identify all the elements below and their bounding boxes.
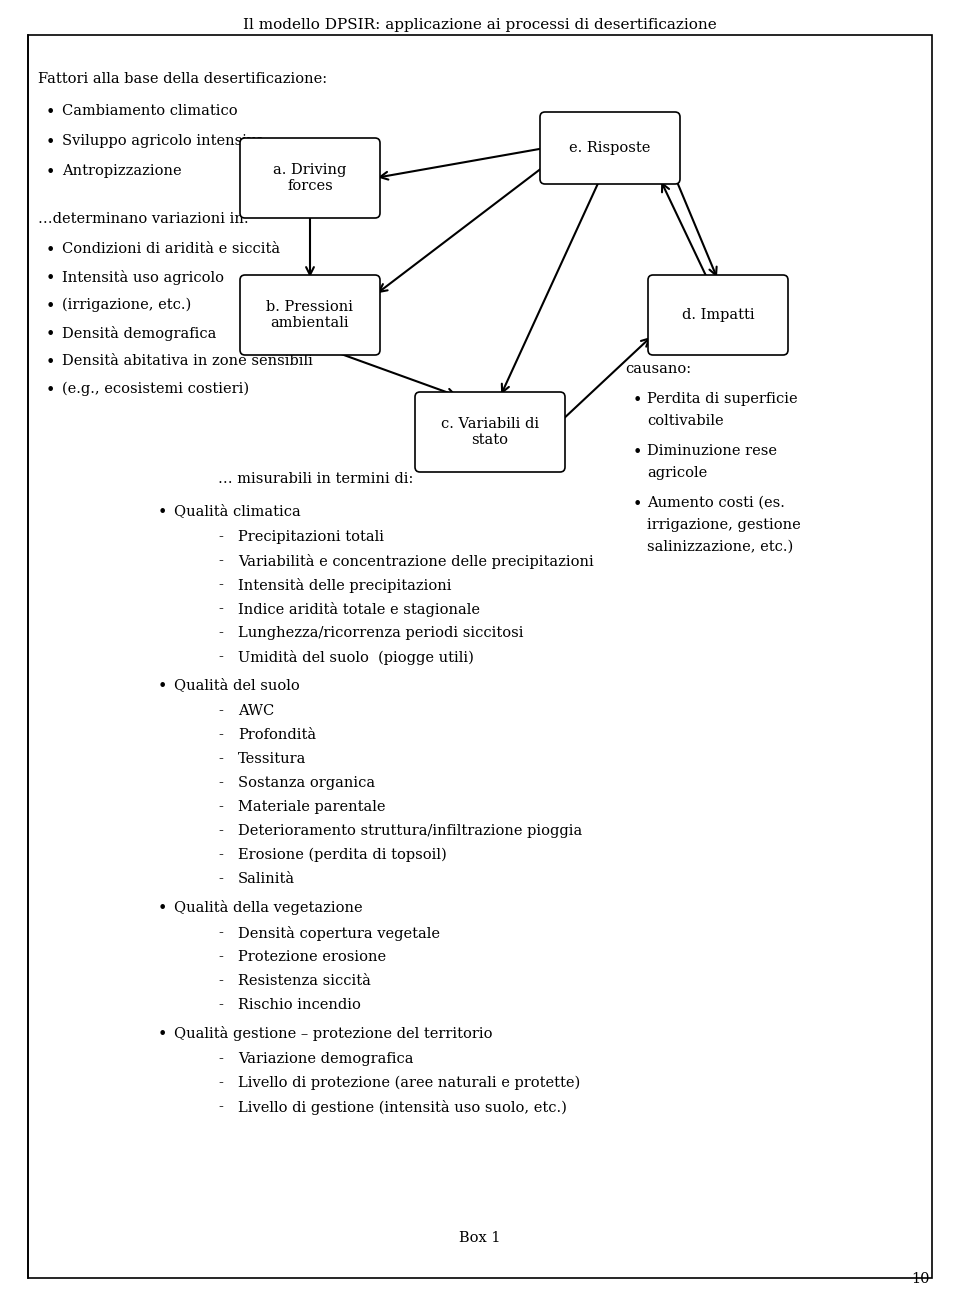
Text: •: • [46,165,56,182]
Text: -: - [218,650,223,663]
Text: c. Variabili di
stato: c. Variabili di stato [441,417,540,447]
Text: Condizioni di aridità e siccità: Condizioni di aridità e siccità [62,242,280,256]
Text: •: • [46,298,56,315]
Text: Salinità: Salinità [238,872,295,885]
Text: -: - [218,1053,223,1066]
Text: Erosione (perdita di topsoil): Erosione (perdita di topsoil) [238,848,446,862]
FancyBboxPatch shape [415,392,565,471]
Text: -: - [218,949,223,964]
Text: -: - [218,530,223,545]
Text: Intensità uso agricolo: Intensità uso agricolo [62,270,224,285]
Text: Profondità: Profondità [238,727,316,742]
Text: agricole: agricole [647,466,708,481]
Text: Materiale parentale: Materiale parentale [238,801,386,814]
Text: •: • [46,354,56,371]
Text: Qualità gestione – protezione del territorio: Qualità gestione – protezione del territ… [174,1027,492,1041]
Text: (e.g., ecosistemi costieri): (e.g., ecosistemi costieri) [62,381,250,397]
Text: Qualità climatica: Qualità climatica [174,504,300,518]
Text: •: • [46,135,56,151]
Text: •: • [158,504,167,521]
Text: Perdita di superficie: Perdita di superficie [647,392,798,406]
Text: salinizzazione, etc.): salinizzazione, etc.) [647,539,793,554]
Text: coltivabile: coltivabile [647,414,724,428]
Text: Antropizzazione: Antropizzazione [62,165,181,178]
Text: •: • [46,381,56,400]
Text: •: • [158,1027,167,1043]
Text: -: - [218,752,223,767]
Text: Densità abitativa in zone sensibili: Densità abitativa in zone sensibili [62,354,313,368]
Text: -: - [218,579,223,592]
Text: -: - [218,776,223,790]
Text: Fattori alla base della desertificazione:: Fattori alla base della desertificazione… [38,72,327,86]
Text: e. Risposte: e. Risposte [569,141,651,155]
Text: •: • [46,326,56,343]
Text: Densità demografica: Densità demografica [62,326,216,341]
Text: Densità copertura vegetale: Densità copertura vegetale [238,926,440,942]
Text: Deterioramento struttura/infiltrazione pioggia: Deterioramento struttura/infiltrazione p… [238,824,583,838]
Text: Diminuzione rese: Diminuzione rese [647,444,777,458]
Text: causano:: causano: [625,362,691,376]
Text: 10: 10 [911,1272,930,1286]
Text: •: • [46,270,56,287]
Text: (irrigazione, etc.): (irrigazione, etc.) [62,298,191,312]
Text: Lunghezza/ricorrenza periodi siccitosi: Lunghezza/ricorrenza periodi siccitosi [238,626,523,640]
Text: Qualità della vegetazione: Qualità della vegetazione [174,900,363,916]
Text: -: - [218,1100,223,1114]
Text: Umidità del suolo  (piogge utili): Umidità del suolo (piogge utili) [238,650,474,665]
Text: -: - [218,801,223,814]
Text: -: - [218,926,223,940]
Text: Protezione erosione: Protezione erosione [238,949,386,964]
Text: Variazione demografica: Variazione demografica [238,1053,414,1066]
Text: Resistenza siccità: Resistenza siccità [238,974,371,989]
Text: •: • [633,444,642,461]
Text: Box 1: Box 1 [459,1232,501,1245]
Text: AWC: AWC [238,704,275,718]
Text: … misurabili in termini di:: … misurabili in termini di: [218,471,414,486]
Text: Intensità delle precipitazioni: Intensità delle precipitazioni [238,579,451,593]
Text: -: - [218,998,223,1012]
Text: irrigazione, gestione: irrigazione, gestione [647,518,801,532]
Text: •: • [633,392,642,409]
FancyBboxPatch shape [648,276,788,355]
Text: Livello di gestione (intensità uso suolo, etc.): Livello di gestione (intensità uso suolo… [238,1100,566,1115]
Text: -: - [218,974,223,989]
Text: Precipitazioni totali: Precipitazioni totali [238,530,384,545]
FancyBboxPatch shape [240,138,380,218]
Text: -: - [218,554,223,568]
Text: Cambiamento climatico: Cambiamento climatico [62,104,238,118]
FancyBboxPatch shape [540,112,680,184]
Text: Rischio incendio: Rischio incendio [238,998,361,1012]
Text: •: • [46,104,56,121]
Text: -: - [218,1076,223,1091]
Text: -: - [218,727,223,742]
FancyBboxPatch shape [240,276,380,355]
Text: Aumento costi (es.: Aumento costi (es. [647,496,785,511]
Text: Tessitura: Tessitura [238,752,306,767]
Text: a. Driving
forces: a. Driving forces [274,163,347,193]
Text: -: - [218,704,223,718]
Text: Sostanza organica: Sostanza organica [238,776,375,790]
Text: Livello di protezione (aree naturali e protette): Livello di protezione (aree naturali e p… [238,1076,580,1091]
Text: b. Pressioni
ambientali: b. Pressioni ambientali [267,300,353,330]
Text: …determinano variazioni in:: …determinano variazioni in: [38,212,249,226]
Text: d. Impatti: d. Impatti [682,308,755,323]
Text: -: - [218,626,223,640]
Text: -: - [218,872,223,885]
Text: -: - [218,824,223,838]
Text: Indice aridità totale e stagionale: Indice aridità totale e stagionale [238,602,480,616]
Text: -: - [218,848,223,862]
Text: •: • [46,242,56,259]
Text: •: • [158,900,167,917]
Text: Variabilità e concentrazione delle precipitazioni: Variabilità e concentrazione delle preci… [238,554,593,569]
Text: •: • [158,678,167,695]
Text: Qualità del suolo: Qualità del suolo [174,678,300,692]
Text: Sviluppo agricolo intensivo: Sviluppo agricolo intensivo [62,135,264,148]
Text: Il modello DPSIR: applicazione ai processi di desertificazione: Il modello DPSIR: applicazione ai proces… [243,18,717,33]
Text: -: - [218,602,223,616]
Text: •: • [633,496,642,513]
